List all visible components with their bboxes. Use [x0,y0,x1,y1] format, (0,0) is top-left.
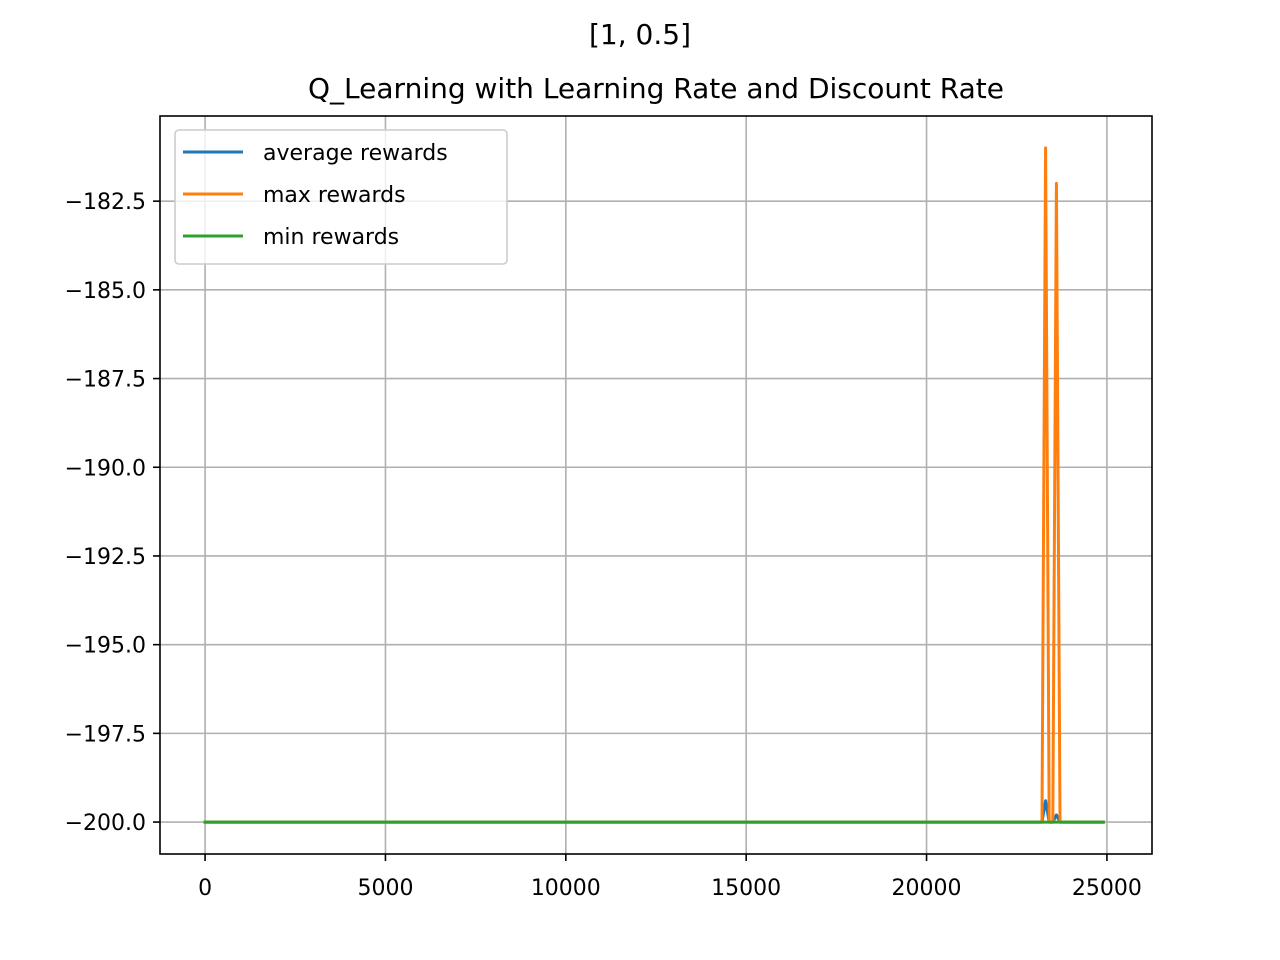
legend-label: min rewards [263,225,399,250]
y-tick-label: −200.0 [65,811,146,836]
legend-label: max rewards [263,183,406,208]
x-tick-label: 5000 [357,876,413,901]
y-tick-label: −195.0 [65,634,146,659]
y-tick-label: −190.0 [65,456,146,481]
y-tick-label: −185.0 [65,279,146,304]
plot-frame [159,115,1153,855]
x-tick-label: 10000 [531,876,601,901]
legend-label: average rewards [263,141,448,166]
figure-suptitle: [1, 0.5] [589,18,691,51]
x-tick-label: 25000 [1072,876,1142,901]
legend-box [174,129,508,265]
grid [160,116,1152,854]
y-tick-label: −197.5 [65,722,146,747]
x-tick-label: 0 [198,876,212,901]
legend: average rewards max rewards min rewards [174,129,508,265]
plot-lines [203,146,1105,824]
x-tick-label: 15000 [711,876,781,901]
y-tick-label: −182.5 [65,190,146,215]
x-tick-label: 20000 [892,876,962,901]
axis-ticks: 0 5000 10000 15000 20000 25000 −200.0 −197.5 −19… [65,190,1142,901]
chart-title: Q_Learning with Learning Rate and Discou… [308,72,1004,105]
y-tick-label: −187.5 [65,368,146,393]
y-tick-label: −192.5 [65,545,146,570]
